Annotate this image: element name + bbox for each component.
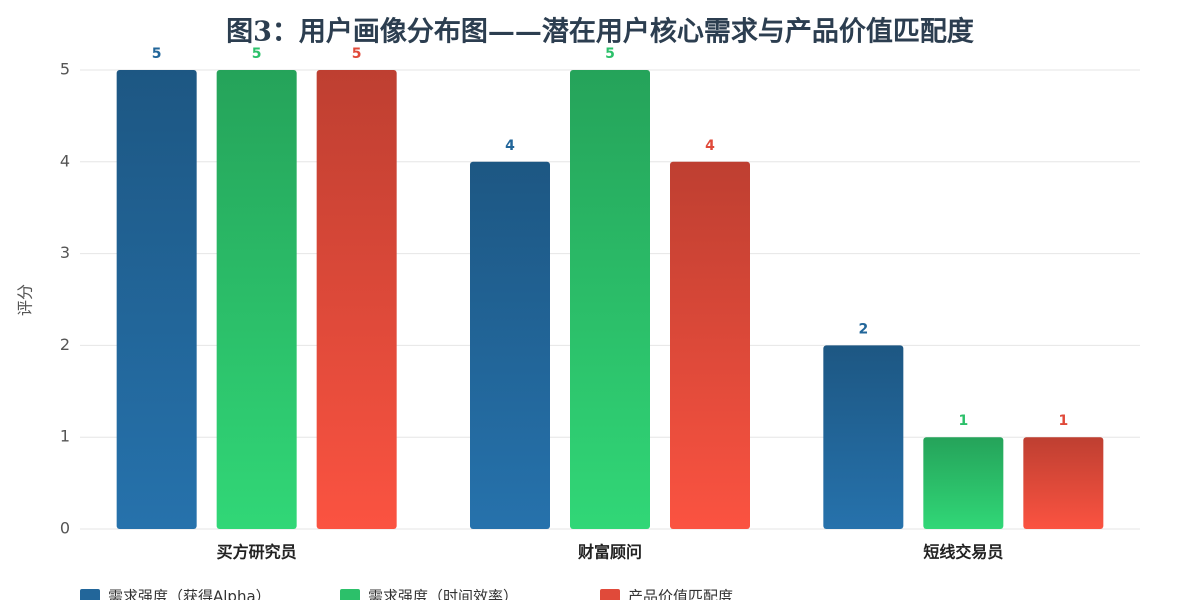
y-tick-label: 0 xyxy=(60,519,70,538)
x-tick-label: 财富顾问 xyxy=(577,543,642,562)
value-label: 5 xyxy=(352,46,362,62)
value-label: 5 xyxy=(152,46,162,62)
value-label: 5 xyxy=(252,46,262,62)
value-label: 1 xyxy=(1058,413,1068,429)
chart-title: 图3：用户画像分布图——潜在用户核心需求与产品价值匹配度 xyxy=(226,16,974,48)
value-label: 5 xyxy=(605,46,615,62)
bar xyxy=(116,70,197,529)
value-label: 4 xyxy=(505,138,515,154)
y-tick-label: 3 xyxy=(60,243,70,262)
y-tick-label: 4 xyxy=(60,151,70,170)
x-tick-label: 买方研究员 xyxy=(217,543,297,562)
bar xyxy=(316,70,397,529)
bar xyxy=(570,70,650,529)
value-label: 1 xyxy=(958,413,968,429)
x-tick-label: 短线交易员 xyxy=(923,543,1003,562)
legend-swatch xyxy=(80,589,100,600)
legend-label: 需求强度（获得Alpha） xyxy=(108,588,271,600)
y-tick-label: 5 xyxy=(60,60,70,79)
y-tick-label: 2 xyxy=(60,335,70,354)
bar xyxy=(923,437,1004,529)
value-label: 4 xyxy=(705,138,715,154)
y-tick-label: 1 xyxy=(60,427,70,446)
legend-swatch xyxy=(340,589,360,600)
bar xyxy=(670,161,750,530)
bar xyxy=(216,70,297,529)
bar xyxy=(1023,437,1104,529)
value-label: 2 xyxy=(858,321,868,337)
legend-swatch xyxy=(600,589,620,600)
legend-label: 需求强度（时间效率） xyxy=(368,588,518,600)
legend-label: 产品价值匹配度 xyxy=(628,588,733,600)
bar xyxy=(823,345,904,529)
bar xyxy=(470,161,550,530)
y-axis-label: 评分 xyxy=(16,284,35,316)
